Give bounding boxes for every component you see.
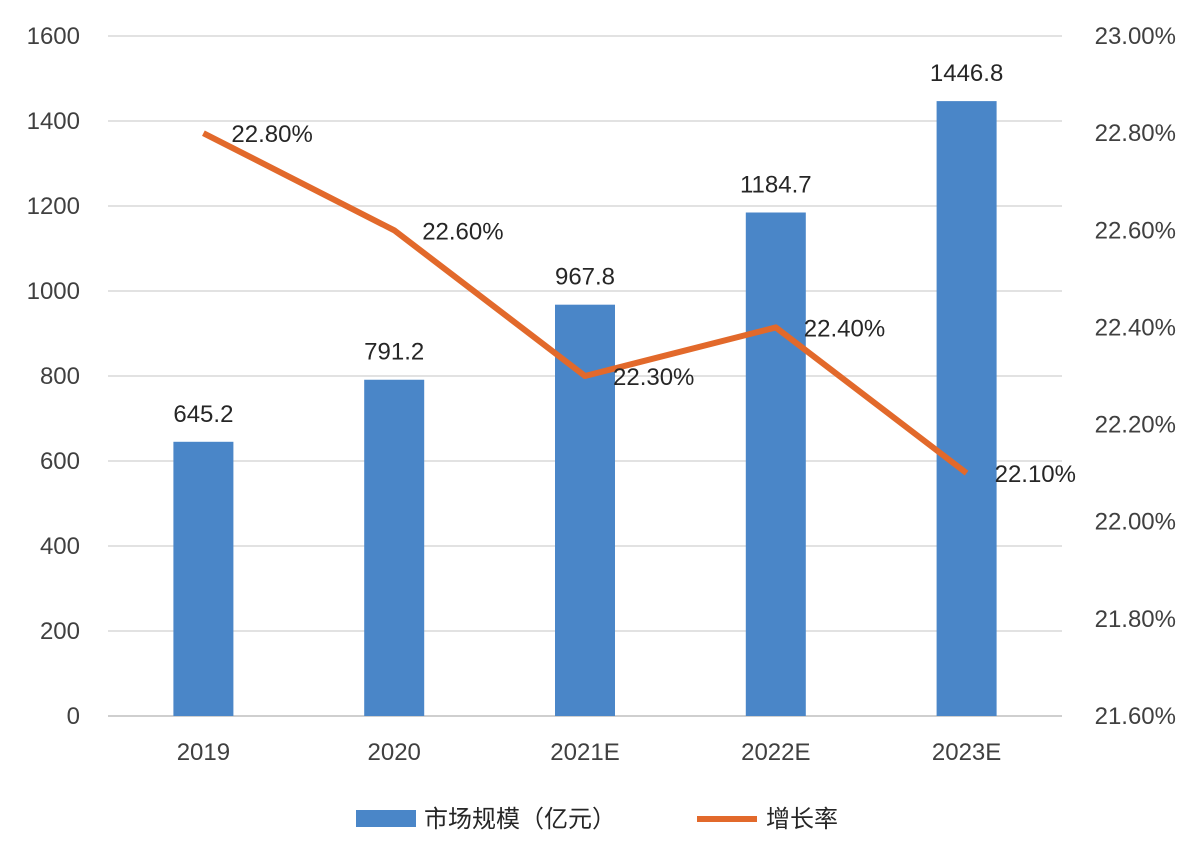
x-axis-tick-label: 2023E — [932, 739, 1001, 766]
left-axis-tick-label: 0 — [67, 703, 80, 730]
bar — [364, 379, 425, 716]
left-axis-ticks: 0 200 400 600 800 1000 1200 1400 1600 — [27, 23, 80, 730]
legend-swatch-bar — [356, 810, 416, 827]
left-axis-tick-label: 400 — [40, 533, 80, 560]
right-axis-tick-label: 22.00% — [1095, 509, 1176, 536]
line-data-label: 22.30% — [613, 364, 694, 391]
bar-data-label: 967.8 — [555, 264, 615, 291]
right-axis-tick-label: 23.00% — [1095, 23, 1176, 50]
right-axis-tick-label: 22.40% — [1095, 314, 1176, 341]
x-axis-tick-label: 2022E — [741, 739, 810, 766]
x-axis-ticks: 2019 2020 2021E 2022E 2023E — [177, 739, 1002, 766]
x-axis-tick-label: 2021E — [550, 739, 619, 766]
left-axis-tick-label: 1000 — [27, 278, 80, 305]
left-axis-tick-label: 200 — [40, 618, 80, 645]
bar — [936, 101, 997, 717]
right-axis-tick-label: 22.60% — [1095, 217, 1176, 244]
bar-data-label: 645.2 — [173, 401, 233, 428]
bar — [745, 212, 806, 716]
left-axis-tick-label: 1400 — [27, 108, 80, 135]
line-series: 22.80% 22.60% 22.30% 22.40% 22.10% — [202, 121, 1076, 488]
bar-data-label: 1446.8 — [930, 60, 1003, 87]
left-axis-tick-label: 800 — [40, 363, 80, 390]
left-axis-tick-label: 1200 — [27, 193, 80, 220]
legend-label-market-size: 市场规模（亿元） — [424, 805, 616, 833]
left-axis-tick-label: 1600 — [27, 23, 80, 50]
right-axis-tick-label: 21.80% — [1095, 606, 1176, 633]
line-data-label: 22.80% — [231, 121, 312, 148]
x-axis-tick-label: 2020 — [368, 739, 421, 766]
right-axis-tick-label: 22.20% — [1095, 412, 1176, 439]
bar-series: 645.2 791.2 967.8 1184.7 1446.8 — [173, 60, 1003, 717]
bar-data-label: 1184.7 — [740, 172, 812, 199]
bar-data-label: 791.2 — [364, 339, 424, 366]
x-axis-tick-label: 2019 — [177, 739, 230, 766]
line-data-label: 22.10% — [995, 461, 1076, 488]
right-axis-tick-label: 22.80% — [1095, 120, 1176, 147]
legend: 市场规模（亿元） 增长率 — [356, 805, 838, 833]
right-axis-tick-label: 21.60% — [1095, 703, 1176, 730]
left-axis-tick-label: 600 — [40, 448, 80, 475]
growth-rate-line — [202, 130, 969, 476]
right-axis-ticks: 21.60% 21.80% 22.00% 22.20% 22.40% 22.60% 22.8… — [1095, 23, 1176, 730]
legend-label-growth-rate: 增长率 — [766, 805, 838, 833]
bar — [173, 441, 234, 716]
line-data-label: 22.40% — [804, 315, 885, 342]
line-data-label: 22.60% — [422, 218, 503, 245]
bar — [555, 304, 615, 716]
